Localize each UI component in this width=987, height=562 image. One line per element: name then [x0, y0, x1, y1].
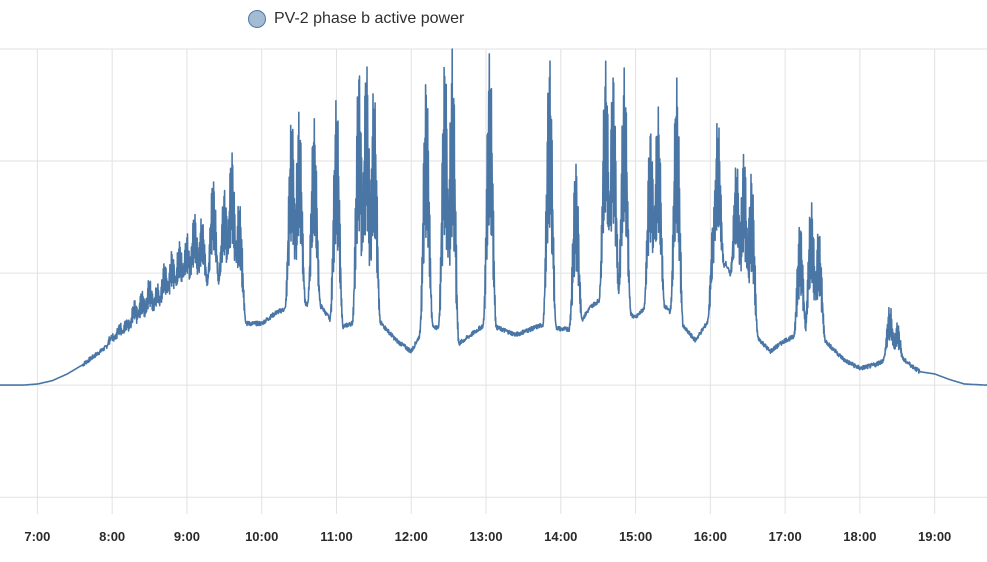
x-tick-label: 10:00	[245, 529, 278, 544]
x-tick-label: 7:00	[24, 529, 50, 544]
x-tick-label: 16:00	[694, 529, 727, 544]
x-tick-label: 18:00	[843, 529, 876, 544]
x-tick-label: 14:00	[544, 529, 577, 544]
series-line-pv2-phase-b	[0, 48, 987, 386]
x-tick-label: 17:00	[768, 529, 801, 544]
x-tick-label: 13:00	[469, 529, 502, 544]
x-tick-label: 12:00	[395, 529, 428, 544]
x-tick-label: 9:00	[174, 529, 200, 544]
x-tick-label: 8:00	[99, 529, 125, 544]
x-tick-label: 11:00	[320, 529, 353, 544]
x-tick-label: 19:00	[918, 529, 951, 544]
legend-label: PV-2 phase b active power	[274, 10, 465, 27]
legend[interactable]: PV-2 phase b active power	[248, 6, 464, 32]
legend-swatch-icon	[248, 10, 266, 28]
x-tick-label: 15:00	[619, 529, 652, 544]
